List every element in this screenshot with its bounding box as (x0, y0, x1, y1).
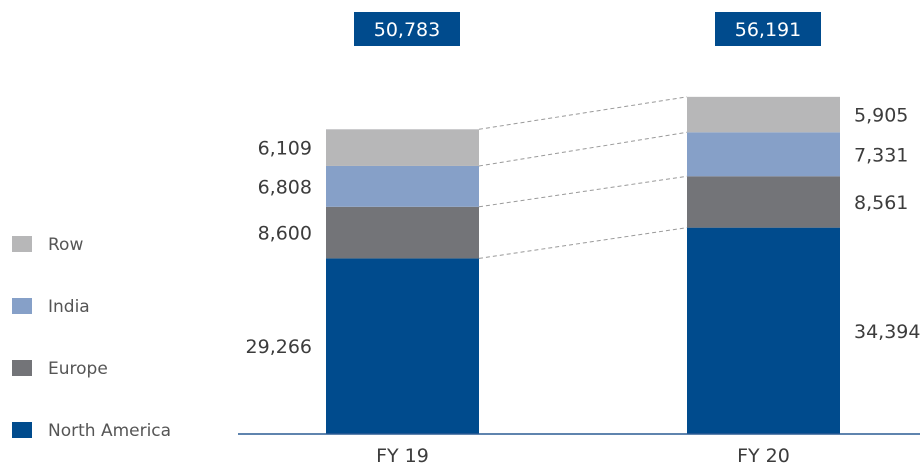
bar-fy20-europe (687, 176, 840, 228)
total-label: 56,191 (735, 19, 801, 41)
connector-line (478, 131, 688, 167)
legend-label: Row (48, 235, 83, 255)
connector-line (478, 227, 688, 259)
segment-label: 8,600 (258, 223, 312, 245)
legend: Row India Europe North America (12, 235, 171, 441)
segment-label: 29,266 (246, 336, 312, 358)
bars (326, 96, 840, 434)
total-label: 50,783 (374, 19, 440, 41)
bar-fy20-north-america (687, 227, 840, 434)
connector-line (478, 175, 688, 208)
legend-swatch (12, 360, 32, 376)
bar-fy19-row (326, 129, 479, 166)
x-tick-labels: FY 19 FY 20 (376, 445, 790, 467)
total-badge (715, 12, 821, 46)
connector-lines (478, 96, 688, 259)
connector-line (478, 96, 688, 130)
bar-fy19-north-america (326, 258, 479, 434)
bar-fy19-india (326, 165, 479, 207)
total-badge (354, 12, 460, 46)
legend-swatch (12, 298, 32, 314)
legend-label: Europe (48, 359, 108, 379)
bar-fy20-india (687, 132, 840, 177)
legend-label: India (48, 297, 90, 317)
legend-label: North America (48, 421, 171, 441)
segment-label: 8,561 (854, 192, 908, 214)
segment-label: 7,331 (854, 144, 908, 166)
segment-label: 6,109 (258, 138, 312, 160)
bar-fy19-europe (326, 206, 479, 259)
segment-label: 5,905 (854, 105, 908, 127)
bar-fy20-row (687, 96, 840, 133)
x-tick-label: FY 20 (737, 445, 790, 467)
legend-swatch (12, 236, 32, 252)
legend-swatch (12, 422, 32, 438)
segment-label: 6,808 (258, 176, 312, 198)
segment-labels: 29,266 8,600 6,808 6,109 34,394 8,561 7,331 5,9… (246, 105, 920, 359)
total-labels: 50,783 56,191 (354, 12, 821, 46)
segment-label: 34,394 (854, 321, 920, 343)
x-tick-label: FY 19 (376, 445, 429, 467)
